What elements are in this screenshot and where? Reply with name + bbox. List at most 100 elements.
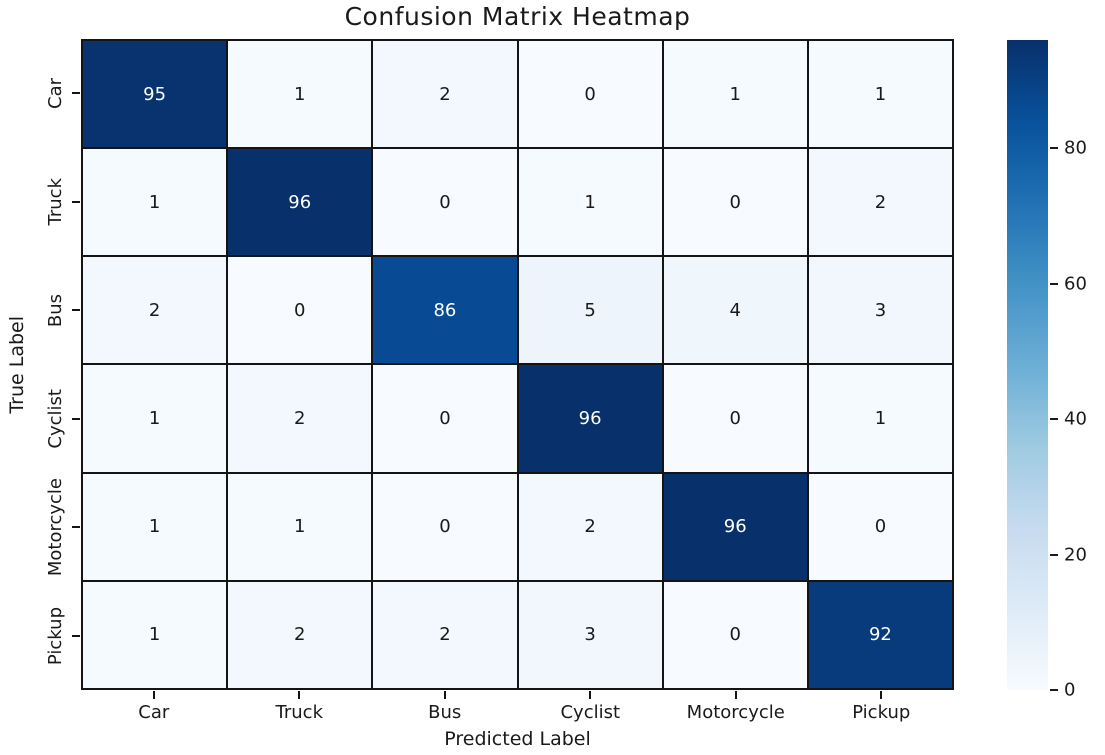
heatmap-cell-bus-bus: 86: [373, 257, 517, 364]
x-axis-label: Predicted Label: [444, 728, 591, 750]
y-tick-mark: [72, 526, 80, 529]
heatmap-cell-truck-pickup: 2: [808, 149, 952, 256]
colorbar-tick-mark: [1050, 418, 1058, 421]
heatmap-cell-car-cyclist: 0: [518, 41, 662, 148]
x-tick-mark: [880, 691, 883, 699]
y-tick-label-text: Cyclist: [44, 388, 66, 449]
cell-value: 1: [148, 516, 161, 538]
cell-value: 1: [874, 408, 887, 430]
colorbar-tick-label-40: 40: [1064, 408, 1087, 430]
heatmap-cell-pickup-car: 1: [83, 581, 227, 688]
heatmap-cell-truck-motorcycle: 0: [663, 149, 807, 256]
cell-value: 86: [433, 299, 457, 321]
cell-value: 0: [439, 516, 451, 538]
y-tick-mark: [72, 417, 80, 420]
heatmap-cell-bus-truck: 0: [228, 257, 372, 364]
y-tick-label-cyclist: Cyclist: [38, 365, 72, 474]
heatmap-cell-pickup-motorcycle: 0: [663, 581, 807, 688]
heatmap-cell-bus-pickup: 3: [808, 257, 952, 364]
heatmap-cell-pickup-truck: 2: [228, 581, 372, 688]
colorbar-tick-mark: [1050, 689, 1058, 691]
y-tick-label-car: Car: [38, 39, 72, 148]
cell-value: 0: [874, 516, 887, 538]
heatmap-cell-car-pickup: 1: [808, 41, 952, 148]
x-tick-mark: [734, 691, 737, 699]
heatmap-cell-pickup-bus: 2: [373, 581, 517, 688]
cell-value: 3: [584, 624, 596, 646]
y-tick-label-text: Motorcycle: [44, 478, 66, 577]
y-tick-label-truck: Truck: [38, 148, 72, 257]
y-tick-mark: [72, 92, 80, 95]
heatmap-cell-motorcycle-motorcycle: 96: [663, 473, 807, 580]
colorbar-tick-label-20: 20: [1064, 544, 1087, 566]
colorbar-tick-label-0: 0: [1064, 679, 1076, 701]
heatmap-cell-cyclist-cyclist: 96: [518, 365, 662, 472]
x-tick-label-motorcycle: Motorcycle: [686, 702, 785, 723]
cell-value: 3: [874, 299, 887, 321]
heatmap-cell-car-truck: 1: [228, 41, 372, 148]
heatmap-cell-pickup-pickup: 92: [808, 581, 952, 688]
heatmap-cell-car-motorcycle: 1: [663, 41, 807, 148]
cell-value: 2: [148, 299, 161, 321]
y-tick-mark: [72, 309, 80, 312]
heatmap-cell-motorcycle-cyclist: 2: [518, 473, 662, 580]
cell-value: 0: [294, 299, 306, 321]
x-tick-label-car: Car: [138, 702, 170, 723]
y-tick-label-bus: Bus: [38, 256, 72, 365]
cell-value: 1: [729, 83, 741, 105]
cell-value: 1: [148, 191, 161, 213]
x-tick-label-cyclist: Cyclist: [560, 702, 621, 723]
colorbar-tick-mark: [1050, 147, 1058, 150]
x-tick-mark: [443, 691, 446, 699]
colorbar-tick-label-80: 80: [1064, 137, 1087, 159]
heatmap-cell-truck-cyclist: 1: [518, 149, 662, 256]
heatmap-cell-cyclist-motorcycle: 0: [663, 365, 807, 472]
y-tick-label-text: Car: [44, 77, 66, 109]
cell-value: 1: [148, 408, 161, 430]
cell-value: 0: [729, 191, 741, 213]
x-tick-label-truck: Truck: [275, 702, 323, 723]
cell-value: 1: [584, 191, 596, 213]
cell-value: 2: [584, 516, 596, 538]
colorbar-tick-mark: [1050, 553, 1058, 556]
heatmap-cell-motorcycle-pickup: 0: [808, 473, 952, 580]
heatmap-cell-pickup-cyclist: 3: [518, 581, 662, 688]
cell-value: 2: [439, 83, 451, 105]
cell-value: 1: [294, 83, 306, 105]
cell-value: 0: [729, 624, 741, 646]
x-tick-mark: [589, 691, 592, 699]
colorbar-tick-mark: [1050, 282, 1058, 285]
heatmap-cell-truck-bus: 0: [373, 149, 517, 256]
colorbar: [1007, 40, 1048, 690]
cell-value: 1: [294, 516, 306, 538]
cell-value: 5: [584, 299, 596, 321]
cell-value: 0: [584, 83, 596, 105]
cell-value: 96: [723, 516, 747, 538]
y-tick-label-pickup: Pickup: [38, 582, 72, 691]
heatmap-cell-truck-car: 1: [83, 149, 227, 256]
x-tick-mark: [152, 691, 155, 699]
heatmap-grid: 95 1 2 0 1 1 1 96 0 1 0 2 2 0 86 5 4 3 1 2 0 96 0 1 1 1 0 2 96 0 1 2 2 3 0…: [81, 39, 954, 690]
cell-value: 0: [439, 408, 451, 430]
y-tick-mark: [72, 634, 80, 637]
heatmap-cell-cyclist-pickup: 1: [808, 365, 952, 472]
heatmap-cell-motorcycle-car: 1: [83, 473, 227, 580]
heatmap-cell-car-bus: 2: [373, 41, 517, 148]
y-axis-label-container: True Label: [4, 39, 30, 690]
heatmap-cell-motorcycle-bus: 0: [373, 473, 517, 580]
heatmap-cell-cyclist-car: 1: [83, 365, 227, 472]
heatmap-cell-bus-motorcycle: 4: [663, 257, 807, 364]
cell-value: 2: [294, 624, 306, 646]
y-tick-label-text: Pickup: [44, 606, 66, 665]
cell-value: 2: [874, 191, 887, 213]
y-axis-label: True Label: [6, 315, 28, 414]
x-tick-label-bus: Bus: [428, 702, 462, 723]
y-tick-label-text: Truck: [44, 178, 66, 226]
y-tick-label-text: Bus: [44, 293, 66, 327]
heatmap-cell-motorcycle-truck: 1: [228, 473, 372, 580]
cell-value: 96: [288, 191, 312, 213]
cell-value: 92: [868, 624, 892, 646]
cell-value: 1: [874, 83, 887, 105]
y-tick-label-motorcycle: Motorcycle: [38, 473, 72, 582]
